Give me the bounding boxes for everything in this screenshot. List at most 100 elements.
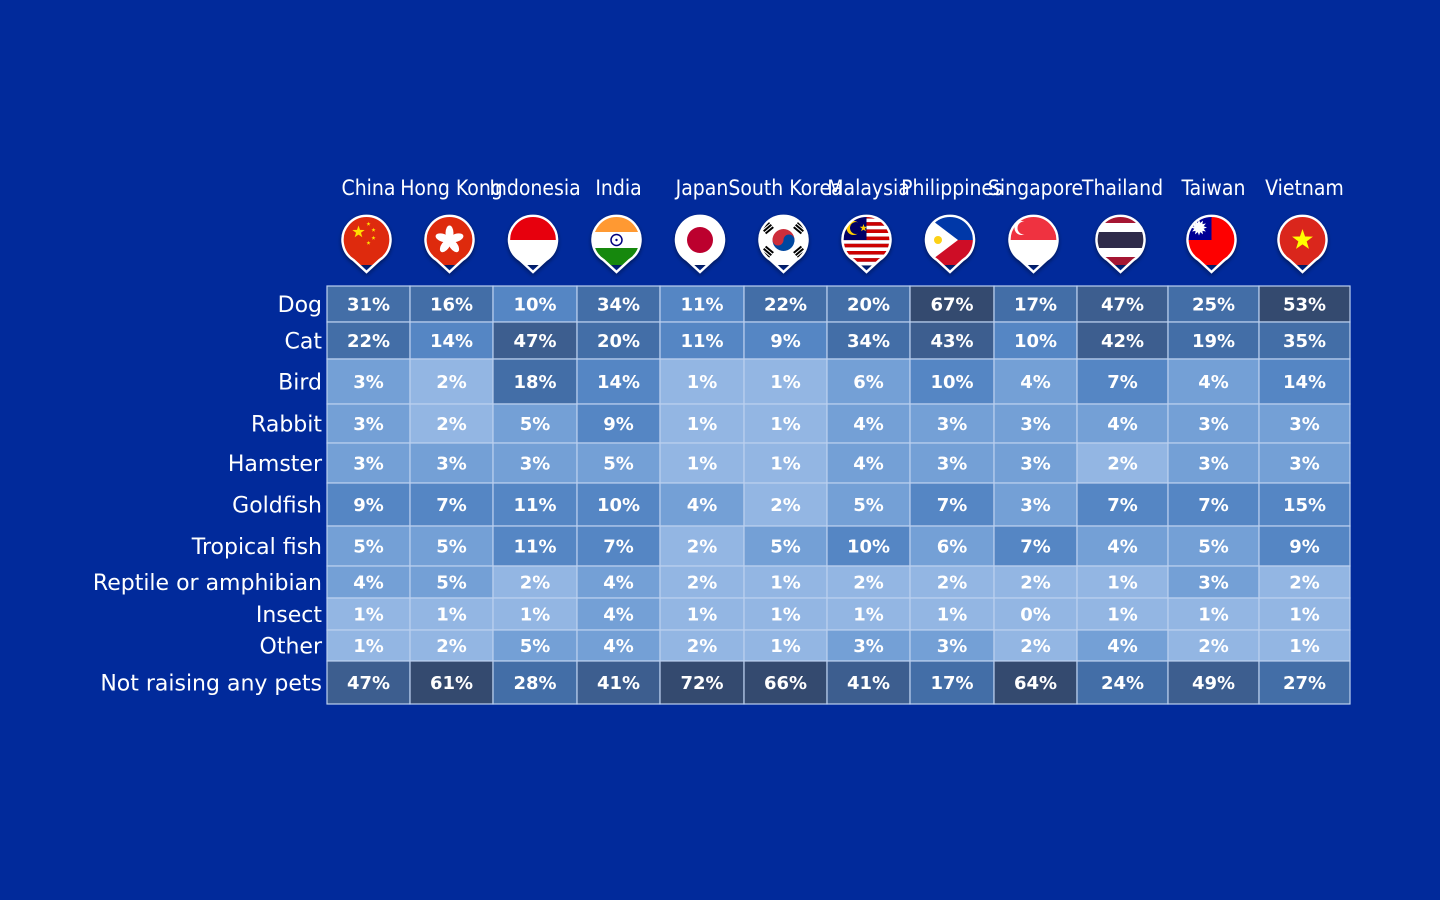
cell-value-label: 0%	[1020, 605, 1051, 626]
row-label: Insect	[256, 603, 323, 628]
country-label: Singapore	[988, 176, 1083, 200]
heatmap-cell	[993, 565, 1078, 599]
heatmap-cell	[909, 629, 995, 662]
heatmap-cell	[326, 403, 411, 444]
cell-value-label: 61%	[430, 673, 473, 694]
cell-value-label: 4%	[853, 454, 884, 475]
heatmap-cell	[1076, 358, 1169, 405]
cell-value-label: 72%	[680, 673, 723, 694]
cell-value-label: 4%	[687, 495, 718, 516]
heatmap-cell	[1076, 285, 1169, 323]
cell-value-label: 1%	[687, 414, 718, 435]
heatmap-cell	[909, 403, 995, 444]
cell-value-label: 5%	[770, 537, 801, 558]
cell-value-label: 2%	[436, 636, 467, 657]
cell-value-label: 11%	[513, 495, 556, 516]
cell-value-label: 1%	[520, 605, 551, 626]
heatmap-cell	[659, 660, 745, 705]
cell-value-label: 5%	[1198, 537, 1229, 558]
heatmap-cell	[826, 358, 911, 405]
cell-value-label: 47%	[513, 331, 556, 352]
heatmap-cell	[492, 358, 578, 405]
heatmap-cell	[326, 565, 411, 599]
heatmap-cell	[1258, 403, 1351, 444]
heatmap-cell	[743, 660, 828, 705]
cell-value-label: 3%	[937, 414, 968, 435]
country-label: Philippines	[901, 176, 1003, 200]
cell-value-label: 5%	[436, 537, 467, 558]
heatmap-cell	[576, 629, 661, 662]
indonesia-flag-icon	[507, 214, 559, 274]
cell-value-label: 2%	[770, 495, 801, 516]
cell-value-label: 14%	[430, 331, 473, 352]
cell-value-label: 3%	[520, 454, 551, 475]
heatmap-cell	[826, 597, 911, 631]
cell-value-label: 17%	[930, 673, 973, 694]
cell-value-label: 7%	[603, 537, 634, 558]
cell-value-label: 1%	[770, 372, 801, 393]
heatmap-cell	[492, 660, 578, 705]
cell-value-label: 47%	[347, 673, 390, 694]
cell-value-label: 1%	[770, 605, 801, 626]
row-label: Cat	[285, 330, 323, 355]
cell-value-label: 1%	[770, 454, 801, 475]
heatmap-cell	[909, 525, 995, 567]
cell-value-label: 4%	[603, 636, 634, 657]
heatmap-cell	[1076, 525, 1169, 567]
heatmap-cell	[909, 442, 995, 484]
cell-value-label: 3%	[1198, 454, 1229, 475]
cell-value-label: 53%	[1283, 295, 1326, 316]
row-label: Reptile or amphibian	[93, 571, 322, 596]
heatmap-cell	[909, 358, 995, 405]
cell-value-label: 20%	[847, 295, 890, 316]
cell-value-label: 10%	[597, 495, 640, 516]
heatmap-cell	[743, 565, 828, 599]
cell-value-label: 6%	[853, 372, 884, 393]
heatmap-cell	[1167, 442, 1260, 484]
cell-value-label: 3%	[353, 372, 384, 393]
cell-value-label: 2%	[687, 573, 718, 594]
cell-value-label: 20%	[597, 331, 640, 352]
country-label: Malaysia	[827, 176, 910, 200]
heatmap-cell	[826, 482, 911, 527]
heatmap-cell	[1167, 597, 1260, 631]
heatmap-cell	[909, 660, 995, 705]
cell-value-label: 1%	[687, 372, 718, 393]
cell-value-label: 2%	[937, 573, 968, 594]
cell-value-label: 3%	[1020, 495, 1051, 516]
vietnam-flag-icon	[1277, 214, 1328, 274]
cell-value-label: 14%	[597, 372, 640, 393]
heatmap-cell	[492, 565, 578, 599]
heatmap-cell	[1076, 321, 1169, 360]
heatmap-cell	[576, 482, 661, 527]
cell-value-label: 67%	[930, 295, 973, 316]
cell-value-label: 1%	[937, 605, 968, 626]
heatmap-cell	[326, 660, 411, 705]
cell-value-label: 16%	[430, 295, 473, 316]
heatmap-cell	[326, 321, 411, 360]
cell-value-label: 2%	[1198, 636, 1229, 657]
heatmap-cell	[326, 597, 411, 631]
heatmap-cell	[326, 482, 411, 527]
cell-value-label: 1%	[353, 636, 384, 657]
heatmap-cell	[826, 525, 911, 567]
cell-value-label: 4%	[353, 573, 384, 594]
cell-value-label: 2%	[520, 573, 551, 594]
cell-value-label: 25%	[1192, 295, 1235, 316]
row-label: Other	[260, 635, 323, 660]
south-korea-flag-icon	[758, 214, 809, 274]
cell-value-label: 49%	[1192, 673, 1235, 694]
cell-value-label: 7%	[1107, 495, 1138, 516]
heatmap-cell	[409, 358, 494, 405]
heatmap-cell	[409, 285, 494, 323]
cell-value-label: 5%	[853, 495, 884, 516]
heatmap-cell	[826, 660, 911, 705]
cell-value-label: 1%	[687, 454, 718, 475]
cell-value-label: 1%	[1198, 605, 1229, 626]
cell-value-label: 35%	[1283, 331, 1326, 352]
cell-value-label: 66%	[764, 673, 807, 694]
heatmap-cell	[492, 597, 578, 631]
row-label: Hamster	[228, 452, 323, 477]
heatmap-cell	[1076, 565, 1169, 599]
china-flag-icon	[341, 214, 392, 274]
